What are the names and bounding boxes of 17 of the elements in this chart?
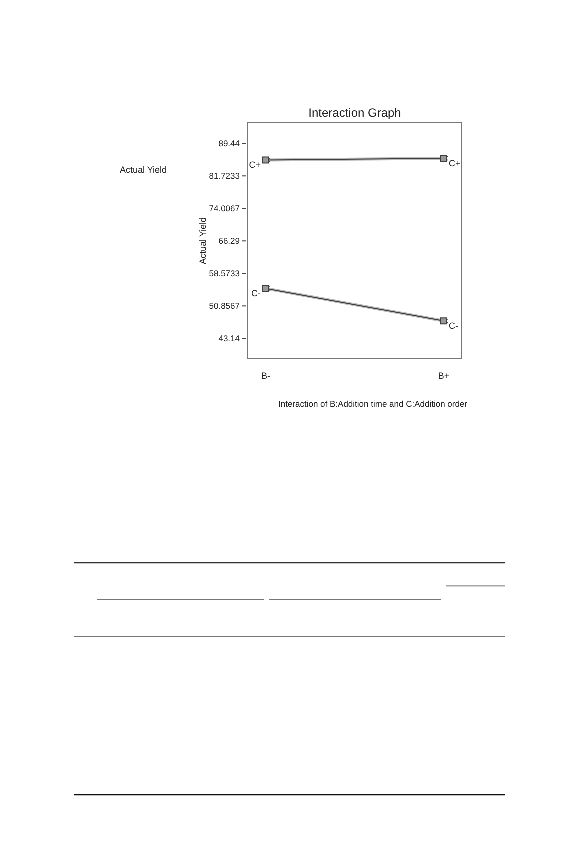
x-axis-title: Interaction of B:Addition time and C:Addition order xyxy=(278,399,468,409)
y-tick-label: 89.44 xyxy=(218,138,240,149)
y-tick-label: 43.14 xyxy=(218,334,240,344)
y-tick-label: 50.8567 xyxy=(209,301,240,312)
y-tick-label: 58.5733 xyxy=(209,268,240,279)
text: C+ xyxy=(449,158,461,169)
chart-title: Interaction Graph xyxy=(308,106,402,120)
series-label: C- xyxy=(252,288,261,299)
y-tick-label: 66.29 xyxy=(218,236,240,246)
x-tick-label: B+ xyxy=(438,371,450,381)
text: C- xyxy=(449,321,458,332)
x-tick-label: B- xyxy=(262,371,271,381)
text: Actual Yield xyxy=(120,165,168,175)
y-tick-label: 74.0067 xyxy=(209,204,240,214)
y-axis-title: Actual Yield xyxy=(198,217,208,265)
y-tick-label: 81.7233 xyxy=(209,171,240,182)
series-label: C+ xyxy=(249,160,261,170)
